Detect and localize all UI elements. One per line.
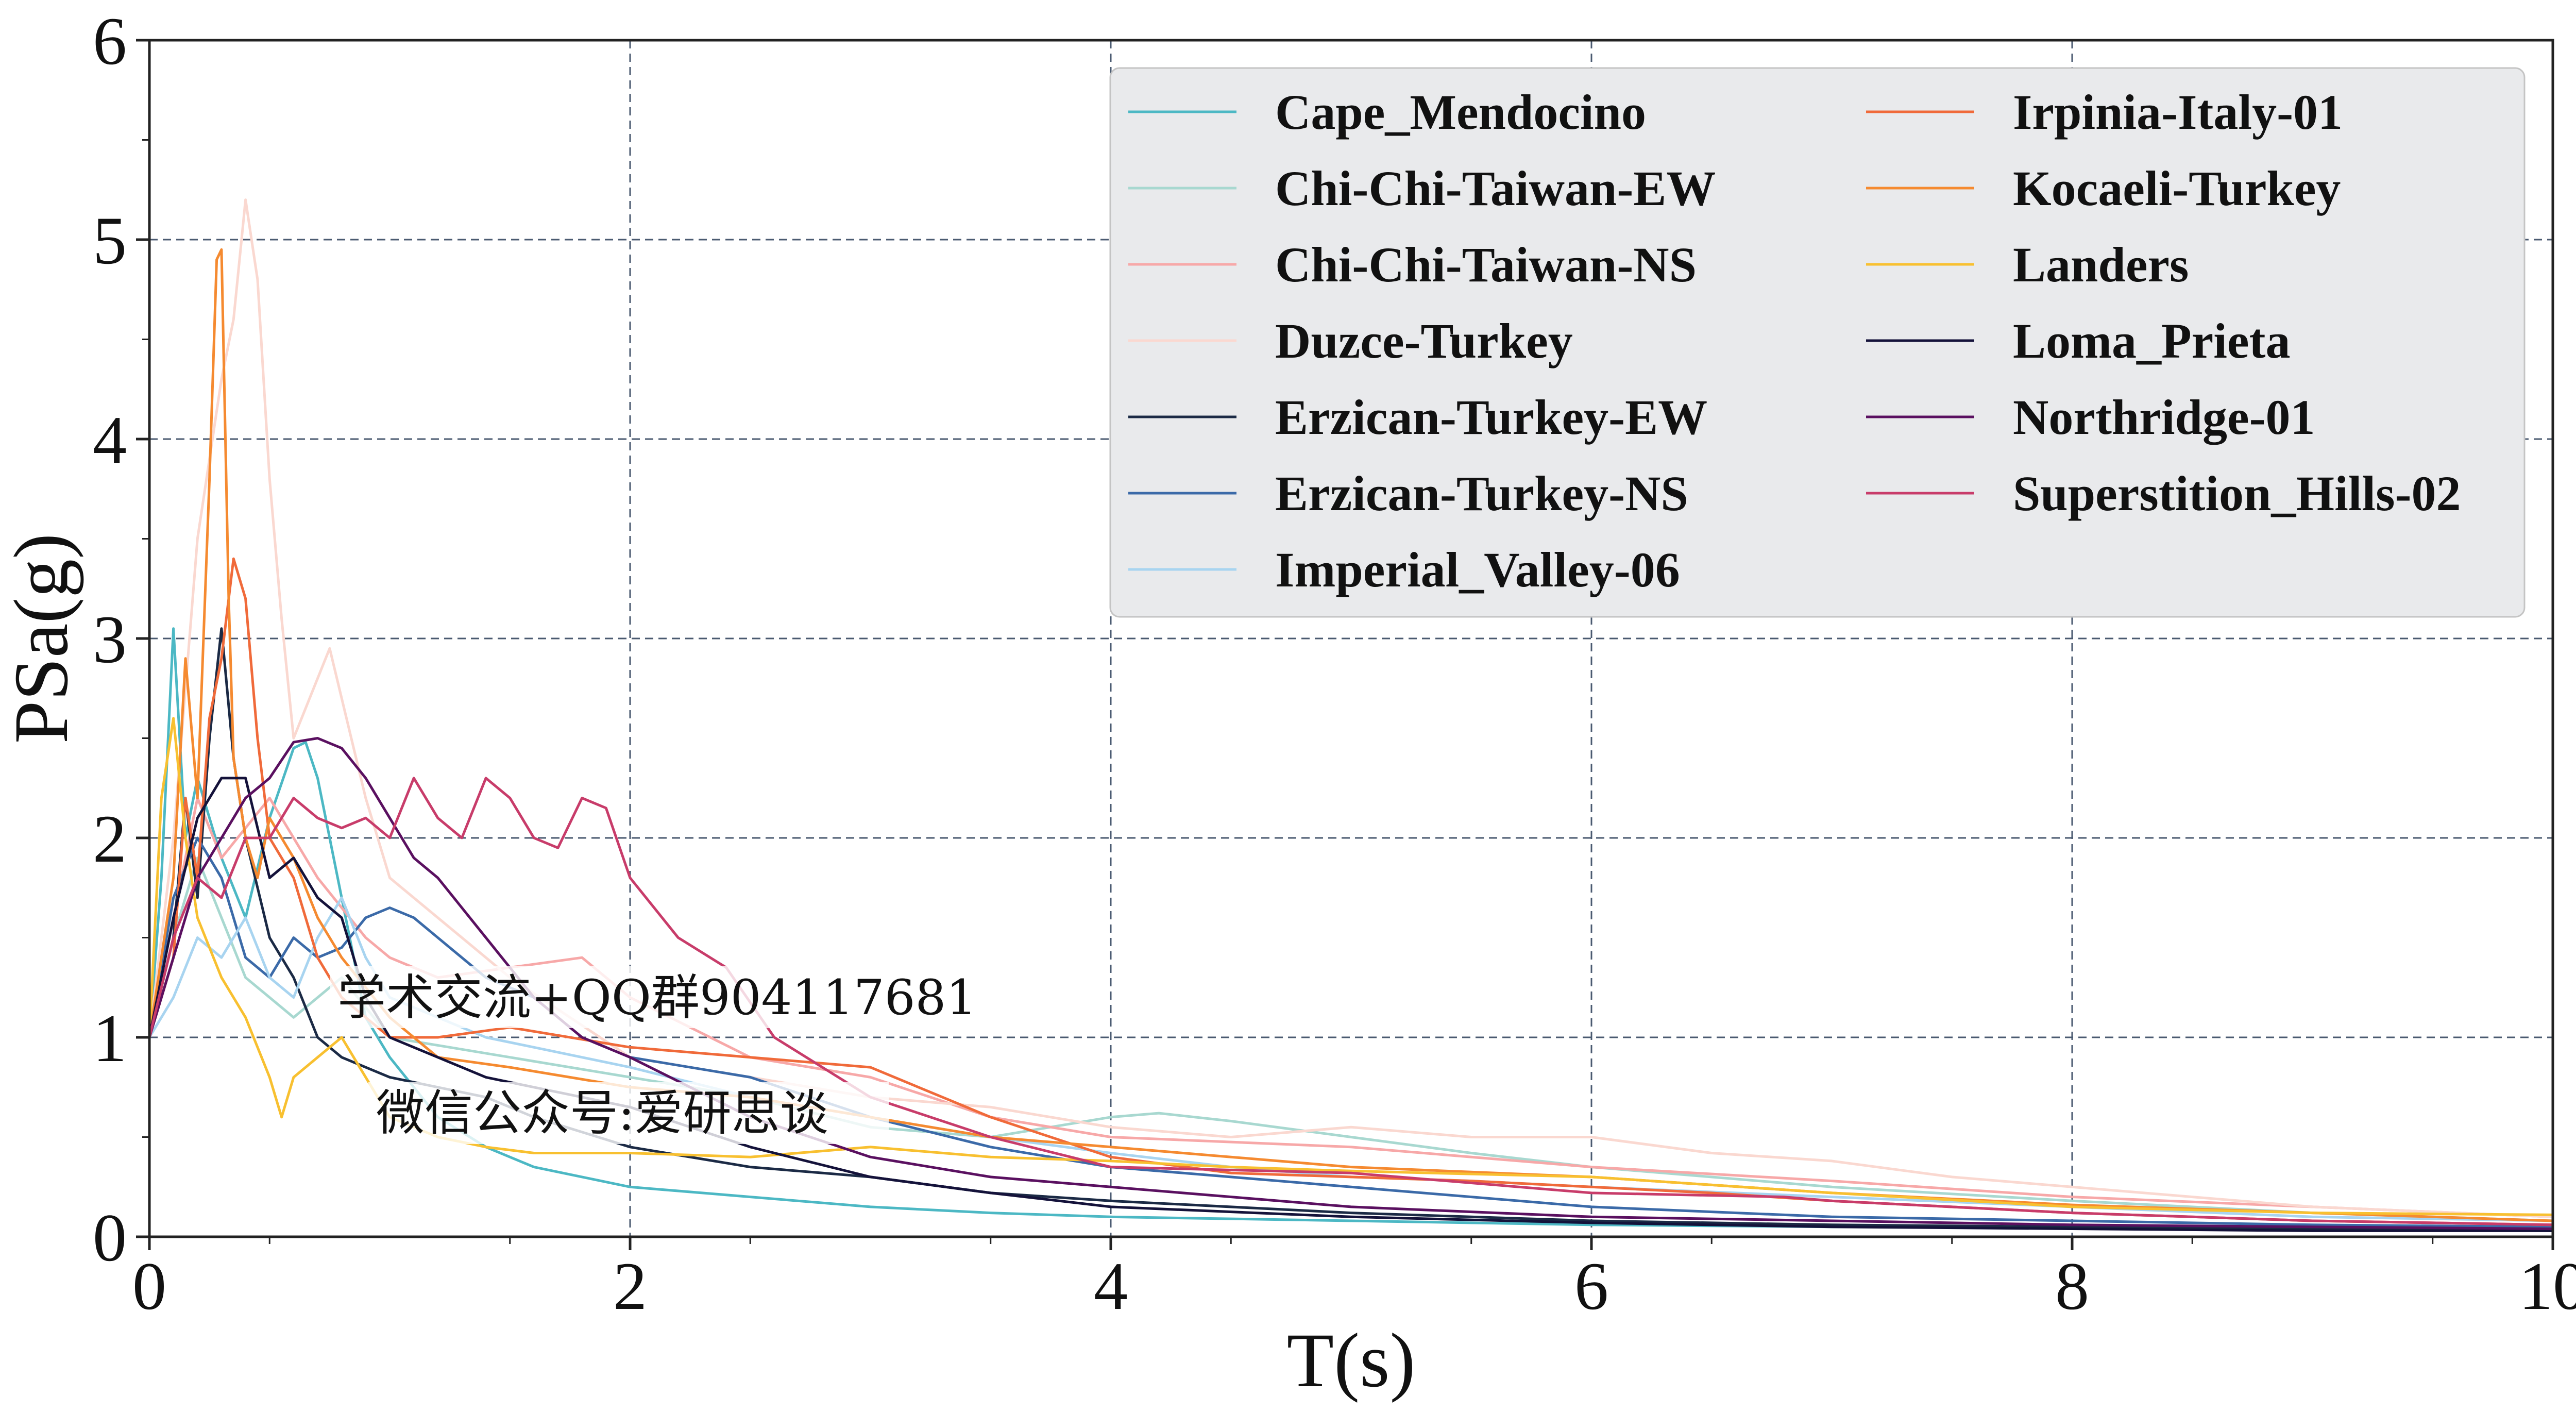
- y-tick-label: 5: [93, 203, 127, 278]
- x-axis-title: T(s): [1287, 1318, 1416, 1403]
- axis-ticks: 0 2 4 6 8 10 0 1 2 3 4 5 6: [93, 3, 2576, 1324]
- y-tick-label: 3: [93, 601, 127, 677]
- legend-label: Chi-Chi-Taiwan-NS: [1275, 237, 1697, 292]
- series-line: [148, 557, 2553, 1226]
- watermark-background-1: [330, 966, 922, 1028]
- legend-label: Loma_Prieta: [2013, 313, 2291, 368]
- y-axis-title: PSa(g): [0, 533, 84, 744]
- watermark: 学术交流+QQ群904117681 微信公众号:爱研思谈: [330, 966, 977, 1144]
- y-tick-label: 2: [93, 801, 127, 877]
- x-tick-label: 2: [613, 1248, 647, 1324]
- y-tick-label: 4: [93, 402, 127, 478]
- legend-label: Northridge-01: [2013, 390, 2315, 445]
- legend-label: Chi-Chi-Taiwan-EW: [1275, 161, 1716, 216]
- watermark-line-2: 微信公众号:爱研思谈: [376, 1085, 828, 1141]
- legend-label: Superstition_Hills-02: [2013, 466, 2461, 521]
- legend-label: Duzce-Turkey: [1275, 313, 1573, 368]
- legend-items: Cape_Mendocino Chi-Chi-Taiwan-EW Chi-Chi-T…: [1128, 85, 2461, 597]
- watermark-line-1: 学术交流+QQ群904117681: [337, 970, 977, 1026]
- y-tick-label: 0: [93, 1200, 127, 1275]
- legend-label: Irpinia-Italy-01: [2013, 85, 2343, 140]
- x-tick-label: 10: [2519, 1248, 2576, 1324]
- legend-label: Cape_Mendocino: [1275, 85, 1646, 140]
- y-tick-label: 1: [93, 1000, 127, 1076]
- legend-label: Landers: [2013, 237, 2189, 292]
- legend-label: Erzican-Turkey-NS: [1275, 466, 1688, 521]
- x-tick-label: 0: [132, 1248, 166, 1324]
- x-tick-label: 6: [1574, 1248, 1608, 1324]
- legend-box: [1109, 67, 2526, 618]
- series-line: [148, 737, 2553, 1230]
- legend-label: Imperial_Valley-06: [1275, 542, 1680, 597]
- legend-label: Erzican-Turkey-EW: [1275, 390, 1707, 445]
- series-line: [148, 777, 2553, 1226]
- legend-label: Kocaeli-Turkey: [2013, 161, 2341, 216]
- watermark-background-2: [368, 1082, 889, 1144]
- legend: Cape_Mendocino Chi-Chi-Taiwan-EW Chi-Chi-T…: [1109, 67, 2526, 618]
- x-tick-label: 8: [2055, 1248, 2089, 1324]
- x-tick-label: 4: [1094, 1248, 1128, 1324]
- y-tick-label: 6: [93, 3, 127, 79]
